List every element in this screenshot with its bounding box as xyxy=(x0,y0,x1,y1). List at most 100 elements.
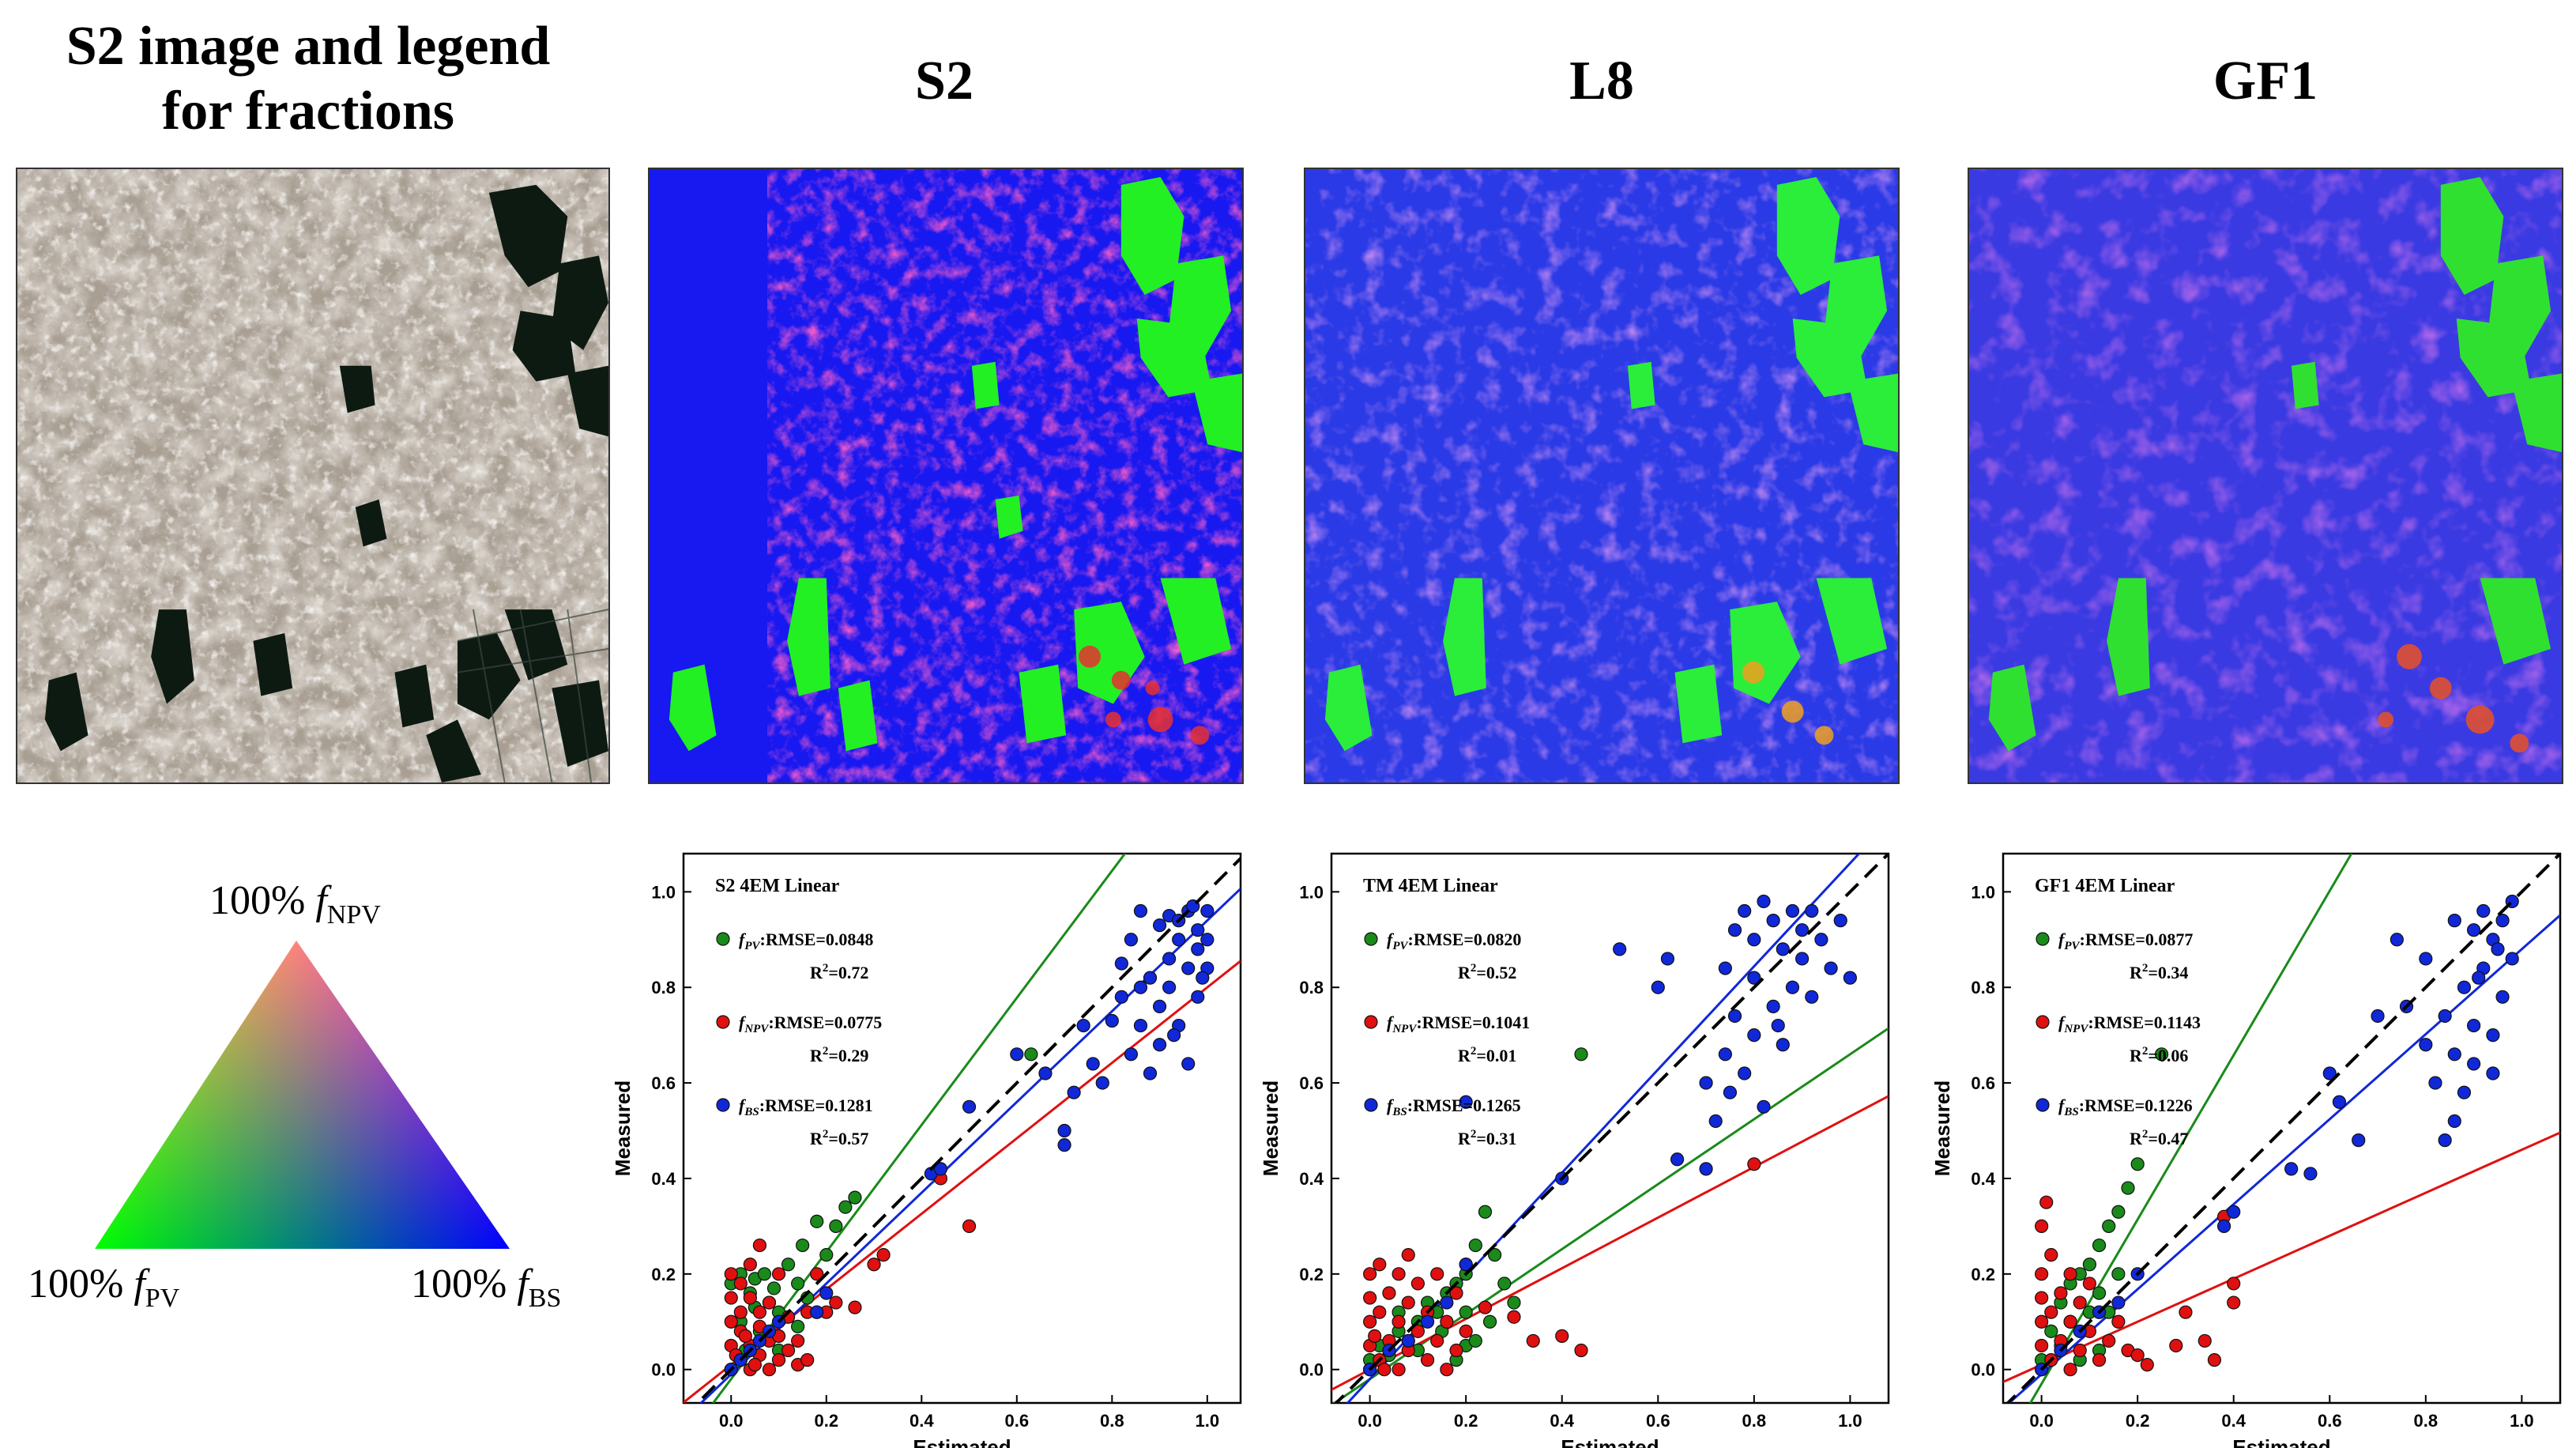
data-point-bs xyxy=(1708,1114,1723,1129)
legend-r2-pv: R2=0.72 xyxy=(810,962,868,982)
data-point-bs xyxy=(2227,1205,2241,1219)
x-tick-label: 0.6 xyxy=(1646,1411,1670,1431)
x-tick-label: 1.0 xyxy=(1196,1411,1220,1431)
data-point-npv xyxy=(1449,1343,1463,1358)
legend-marker-bs xyxy=(1364,1098,1378,1112)
data-point-bs xyxy=(2486,1066,2500,1080)
pv-vertex-label: 100% fPV xyxy=(28,1261,180,1313)
data-point-bs xyxy=(1776,1038,1790,1052)
data-point-npv xyxy=(2039,1195,2054,1209)
data-point-bs xyxy=(1440,1295,1454,1310)
data-point-bs xyxy=(1718,1047,1732,1061)
data-point-bs xyxy=(1167,1028,1181,1043)
legend-rmse-npv: fNPV:RMSE=0.1041 xyxy=(1387,1012,1530,1035)
data-point-pv xyxy=(838,1200,853,1214)
legend-marker-bs xyxy=(716,1098,730,1112)
legend-r2-bs: R2=0.57 xyxy=(810,1128,868,1148)
gf1-scatter-plot: 0.0 0.2 0.4 0.6 0.8 1.0 0.0 0.2 0.4 0.6 0.8 1.0 Esti… xyxy=(1930,838,2576,1448)
data-point-bs xyxy=(2447,1047,2461,1061)
x-tick-label: 0.6 xyxy=(1004,1411,1029,1431)
legend-rmse-bs: fBS:RMSE=0.1226 xyxy=(2058,1095,2193,1118)
data-point-pv xyxy=(1468,1333,1482,1348)
y-tick-label: 0.2 xyxy=(651,1265,676,1284)
data-point-pv xyxy=(2121,1181,2135,1195)
data-point-bs xyxy=(2447,1114,2461,1129)
y-tick-label: 0.6 xyxy=(651,1073,676,1093)
data-point-bs xyxy=(1771,1018,1785,1033)
data-point-bs xyxy=(819,1286,834,1300)
x-tick-label: 0.2 xyxy=(2126,1411,2150,1431)
data-point-npv xyxy=(1363,1314,1377,1329)
data-point-pv xyxy=(2111,1205,2126,1219)
data-point-bs xyxy=(933,1162,947,1176)
legend-rmse-bs: fBS:RMSE=0.1281 xyxy=(739,1095,873,1118)
data-point-bs xyxy=(1105,1013,1119,1028)
y-tick-label: 1.0 xyxy=(1299,882,1324,902)
data-point-npv xyxy=(771,1353,786,1367)
data-point-npv xyxy=(1373,1258,1387,1272)
legend-marker-npv xyxy=(716,1015,730,1029)
data-point-bs xyxy=(1401,1333,1415,1348)
data-point-npv xyxy=(2102,1333,2116,1348)
y-tick-label: 0.8 xyxy=(1971,978,1995,997)
data-point-npv xyxy=(1377,1363,1392,1377)
data-point-pv xyxy=(2082,1258,2096,1272)
x-axis-label: Estimated xyxy=(1561,1435,1659,1448)
data-point-bs xyxy=(2428,1076,2442,1090)
data-point-npv xyxy=(724,1291,738,1305)
y-axis-label: Measured xyxy=(1930,1080,1954,1176)
bs-vertex-label: 100% fBS xyxy=(411,1261,562,1313)
data-point-npv xyxy=(733,1305,748,1319)
x-axis-label: Estimated xyxy=(2232,1435,2330,1448)
data-point-npv xyxy=(810,1267,824,1281)
data-point-npv xyxy=(2140,1358,2154,1372)
data-point-bs xyxy=(2371,1009,2385,1024)
data-point-bs xyxy=(2419,1038,2433,1052)
data-point-bs xyxy=(1757,1099,1771,1114)
data-point-bs xyxy=(1181,961,1196,975)
gf1-fraction-map xyxy=(1968,168,2563,784)
data-point-bs xyxy=(2284,1162,2299,1176)
ternary-triangle xyxy=(95,941,510,1249)
data-point-bs xyxy=(1172,933,1186,947)
data-point-bs xyxy=(1162,952,1177,966)
data-point-bs xyxy=(1805,990,1819,1004)
legend-r2-pv: R2=0.34 xyxy=(2130,962,2188,982)
data-point-bs xyxy=(2322,1066,2337,1080)
data-point-bs xyxy=(1038,1066,1053,1080)
plot-area xyxy=(2003,854,2560,1403)
data-point-bs xyxy=(2505,952,2519,966)
data-point-bs xyxy=(2476,903,2491,918)
data-point-npv xyxy=(1363,1267,1377,1281)
data-point-pv xyxy=(1478,1205,1493,1219)
data-point-bs xyxy=(1152,999,1167,1013)
data-point-npv xyxy=(2044,1305,2058,1319)
x-tick-label: 1.0 xyxy=(2510,1411,2534,1431)
data-point-pv xyxy=(781,1258,796,1272)
data-point-pv xyxy=(796,1238,810,1253)
x-tick-label: 0.4 xyxy=(910,1411,934,1431)
data-point-npv xyxy=(1430,1267,1444,1281)
data-point-bs xyxy=(1152,1038,1167,1052)
data-point-npv xyxy=(791,1333,805,1348)
data-point-npv xyxy=(2130,1348,2145,1363)
data-point-bs xyxy=(2467,1018,2481,1033)
data-point-npv xyxy=(2227,1276,2241,1291)
data-point-bs xyxy=(1057,1123,1071,1138)
data-point-bs xyxy=(2495,990,2510,1004)
data-point-bs xyxy=(2111,1295,2126,1310)
legend-marker-npv xyxy=(2036,1015,2050,1029)
data-point-bs xyxy=(1795,923,1810,937)
legend-rmse-pv: fPV:RMSE=0.0848 xyxy=(739,930,873,952)
data-point-bs xyxy=(1776,942,1790,956)
legend-marker-bs xyxy=(2036,1098,2050,1112)
x-tick-label: 0.6 xyxy=(2318,1411,2342,1431)
legend-rmse-npv: fNPV:RMSE=0.0775 xyxy=(739,1012,882,1035)
data-point-bs xyxy=(962,1099,977,1114)
data-point-bs xyxy=(1133,903,1148,918)
y-axis-label: Measured xyxy=(611,1080,635,1176)
data-point-pv xyxy=(2111,1267,2126,1281)
s2-scatter-plot: 0.0 0.2 0.4 0.6 0.8 1.0 0.0 0.2 0.4 0.6 0.8 1.0 Esti… xyxy=(611,838,1272,1448)
data-point-pv xyxy=(1468,1238,1482,1253)
data-point-bs xyxy=(1459,1258,1473,1272)
